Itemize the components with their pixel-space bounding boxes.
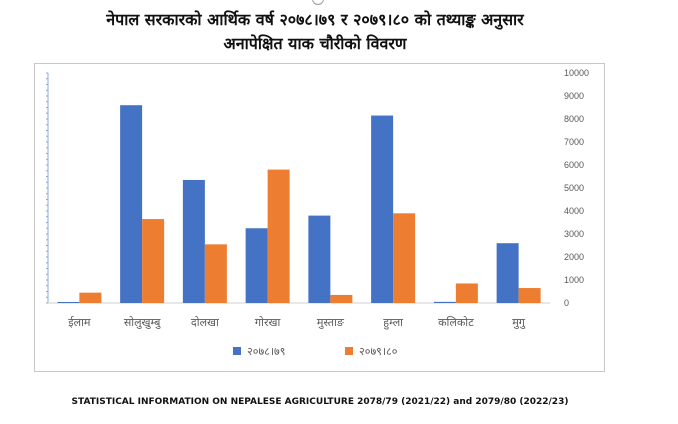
x-tick-label: ईलाम	[68, 316, 91, 329]
bar-series-2	[455, 283, 478, 303]
x-tick-label: गोरखा	[255, 316, 281, 329]
chart-area: 0 1000 2000 3000 4000 5000 6000 7000 8000 9000 100…	[34, 63, 605, 372]
bar-series-1	[496, 243, 519, 303]
y-tick-label: 5000	[564, 183, 584, 193]
x-tick-label: कलिकोट	[438, 316, 474, 329]
x-tick-label: मुगु	[512, 316, 526, 329]
bar-series-1	[120, 105, 143, 303]
y-tick-label: 6000	[564, 160, 584, 170]
chart-title-line-2: अनापेक्षित याक चौरीको विवरण	[223, 34, 407, 53]
y-tick-label: 0	[564, 298, 569, 308]
bar-series-1	[245, 228, 268, 303]
y-tick-label: 1000	[564, 275, 584, 285]
bar-series-2	[79, 292, 102, 303]
y-tick-label: 4000	[564, 206, 584, 216]
x-tick-label: हुम्ला	[383, 316, 403, 330]
bar-series-1	[57, 302, 80, 303]
bar-series-1	[182, 179, 205, 303]
legend-label-1: २०७८।७९	[247, 345, 286, 358]
source-note: STATISTICAL INFORMATION ON NEPALESE AGRI…	[71, 397, 569, 407]
y-tick-label: 9000	[564, 91, 584, 101]
legend-label-2: २०७९।८०	[359, 345, 398, 358]
x-tick-label: दोलखा	[191, 316, 219, 329]
bar-series-2	[393, 213, 416, 303]
legend-swatch-1	[233, 347, 241, 355]
chart-title: नेपाल सरकारको आर्थिक वर्ष २०७८।७९ र २०७९…	[0, 8, 630, 56]
y-tick-label: 8000	[564, 114, 584, 124]
bar-series-1	[371, 115, 394, 303]
chart-title-line-1: नेपाल सरकारको आर्थिक वर्ष २०७८।७९ र २०७९…	[106, 10, 524, 29]
bar-series-2	[204, 244, 227, 303]
bar-chart: 0 1000 2000 3000 4000 5000 6000 7000 8000 9000 100…	[46, 68, 589, 358]
bar-series-2	[330, 294, 353, 303]
x-tick-label: सोलुखुम्बु	[124, 316, 162, 329]
bar-series-2	[142, 219, 165, 303]
y-tick-label: 2000	[564, 252, 584, 262]
y-tick-label: 3000	[564, 229, 584, 239]
legend-swatch-2	[345, 347, 353, 355]
x-tick-label: मुस्ताङ	[317, 316, 345, 329]
bar-series-2	[267, 169, 290, 303]
bar-series-2	[518, 288, 541, 303]
resize-handle[interactable]	[312, 0, 324, 5]
bar-series-1	[308, 215, 331, 303]
y-tick-label: 7000	[564, 137, 584, 147]
bar-series-1	[433, 301, 456, 303]
y-tick-label: 10000	[564, 68, 589, 78]
